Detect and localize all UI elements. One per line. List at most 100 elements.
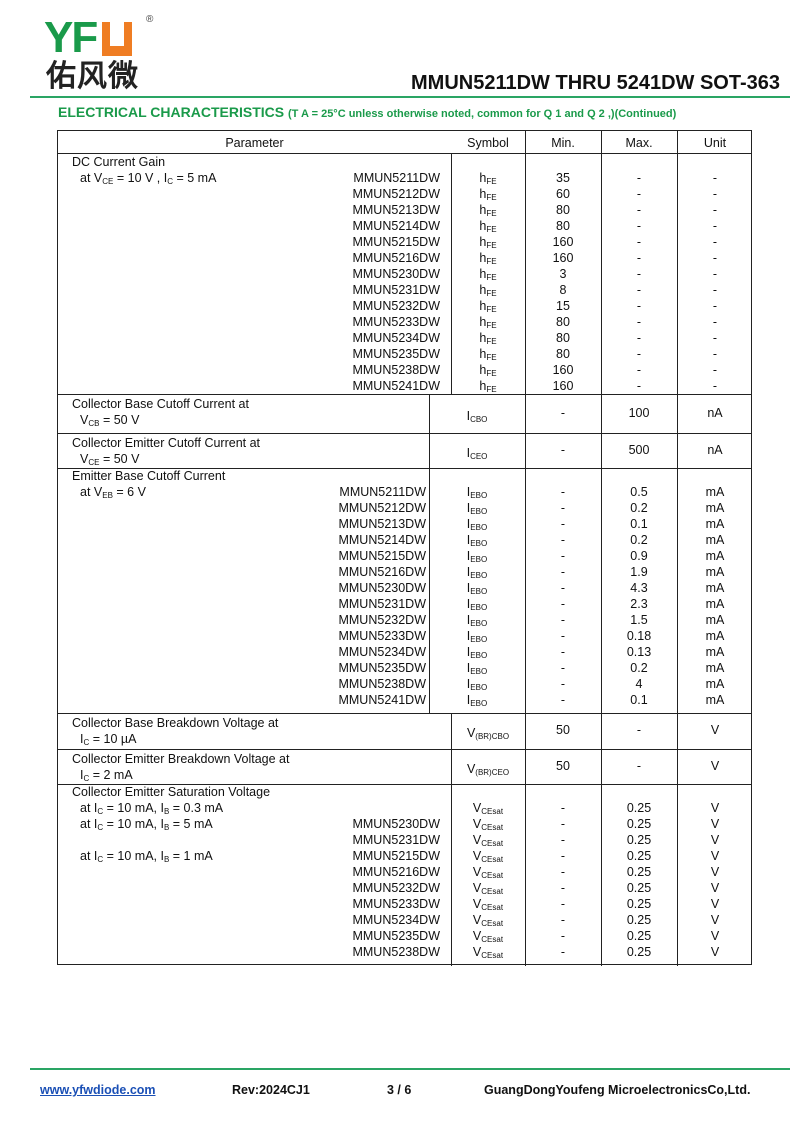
device-part-number: MMUN5216DW (338, 565, 426, 579)
max-value: - (636, 187, 642, 201)
test-condition: at VCE = 10 V , IC = 5 mA (80, 171, 217, 186)
symbol: hFE (479, 251, 497, 266)
column-divider (525, 468, 526, 713)
column-divider (601, 394, 602, 433)
symbol: hFE (479, 219, 497, 234)
column-divider (525, 713, 526, 749)
unit: - (712, 331, 718, 345)
test-condition: VCB = 50 V (80, 413, 140, 428)
min-value: - (560, 549, 566, 563)
device-part-number: MMUN5233DW (338, 629, 426, 643)
header-row-border (58, 153, 751, 154)
symbol: VCEsat (472, 913, 504, 928)
max-value: 500 (628, 442, 650, 457)
unit: V (710, 897, 720, 911)
section-heading-main: ELECTRICAL CHARACTERISTICS (58, 104, 285, 120)
electrical-characteristics-table: Parameter Symbol Min. Max. Unit DC Current Ga… (57, 130, 752, 966)
device-part-number: MMUN5216DW (352, 251, 440, 265)
unit: - (712, 171, 718, 185)
symbol: hFE (479, 299, 497, 314)
max-value: 0.2 (630, 501, 648, 515)
footer-website[interactable]: www.yfwdiode.com (40, 1083, 156, 1097)
max-value: 0.25 (626, 929, 652, 943)
unit: V (710, 817, 720, 831)
symbol: VCEsat (472, 881, 504, 896)
unit: V (710, 849, 720, 863)
unit: nA (707, 442, 723, 457)
column-divider (677, 468, 678, 713)
unit: - (712, 379, 718, 393)
parameter-name: Collector Base Breakdown Voltage at (72, 716, 279, 730)
min-value: 160 (552, 363, 574, 377)
column-divider (451, 749, 452, 784)
symbol: IEBO (466, 501, 488, 516)
max-value: 0.2 (630, 533, 648, 547)
min-value: 3 (559, 267, 567, 281)
min-value: - (560, 897, 566, 911)
unit: - (712, 283, 718, 297)
test-condition: IC = 2 mA (80, 768, 133, 783)
column-divider (677, 394, 678, 433)
symbol: ICEO (466, 445, 488, 461)
symbol: IEBO (466, 485, 488, 500)
min-value: - (560, 677, 566, 691)
device-part-number: MMUN5235DW (352, 347, 440, 361)
parameter-name: Collector Base Cutoff Current at (72, 397, 249, 411)
device-part-number: MMUN5215DW (352, 235, 440, 249)
device-part-number: MMUN5211DW (339, 485, 426, 499)
device-part-number: MMUN5234DW (352, 331, 440, 345)
unit: - (712, 315, 718, 329)
max-value: - (636, 171, 642, 185)
device-part-number: MMUN5238DW (338, 677, 426, 691)
max-value: - (636, 379, 642, 393)
symbol: hFE (479, 187, 497, 202)
device-part-number: MMUN5235DW (338, 661, 426, 675)
device-part-number: MMUN5233DW (352, 315, 440, 329)
min-value: 80 (556, 315, 570, 329)
unit: mA (705, 485, 725, 499)
column-divider (429, 394, 430, 433)
symbol: IEBO (466, 677, 488, 692)
website-link[interactable]: www.yfwdiode.com (40, 1083, 156, 1097)
max-value: 0.9 (630, 549, 648, 563)
max-value: 0.25 (626, 849, 652, 863)
unit: V (710, 801, 720, 815)
device-part-number: MMUN5238DW (352, 945, 440, 959)
symbol: IEBO (466, 693, 488, 708)
symbol: hFE (479, 331, 497, 346)
unit: mA (705, 501, 725, 515)
footer-company: GuangDongYoufeng MicroelectronicsCo,Ltd. (484, 1083, 751, 1097)
test-condition: VCE = 50 V (80, 452, 140, 467)
min-value: - (560, 517, 566, 531)
min-value: - (560, 613, 566, 627)
column-divider (601, 749, 602, 784)
unit: - (712, 187, 718, 201)
section-title: Collector Emitter Saturation Voltage (72, 785, 271, 799)
logo-letters: YF (44, 13, 98, 62)
company-logo: YF ® 佑风微 (44, 14, 154, 94)
min-value: - (560, 817, 566, 831)
min-value: - (560, 833, 566, 847)
unit: mA (705, 533, 725, 547)
device-part-number: MMUN5231DW (352, 283, 440, 297)
max-value: - (636, 299, 642, 313)
max-value: 0.18 (626, 629, 652, 643)
symbol: hFE (479, 171, 497, 186)
column-divider (677, 433, 678, 468)
header-min: Min. (551, 136, 575, 150)
device-part-number: MMUN5214DW (338, 533, 426, 547)
unit: mA (705, 549, 725, 563)
min-value: - (560, 501, 566, 515)
column-divider (451, 154, 452, 394)
min-value: - (560, 913, 566, 927)
max-value: 0.1 (630, 693, 648, 707)
max-value: - (636, 331, 642, 345)
unit: - (712, 203, 718, 217)
section-title: DC Current Gain (72, 155, 166, 169)
symbol: VCEsat (472, 897, 504, 912)
min-value: - (560, 661, 566, 675)
column-divider (525, 131, 526, 394)
device-part-number: MMUN5233DW (352, 897, 440, 911)
symbol: IEBO (466, 565, 488, 580)
symbol: hFE (479, 363, 497, 378)
